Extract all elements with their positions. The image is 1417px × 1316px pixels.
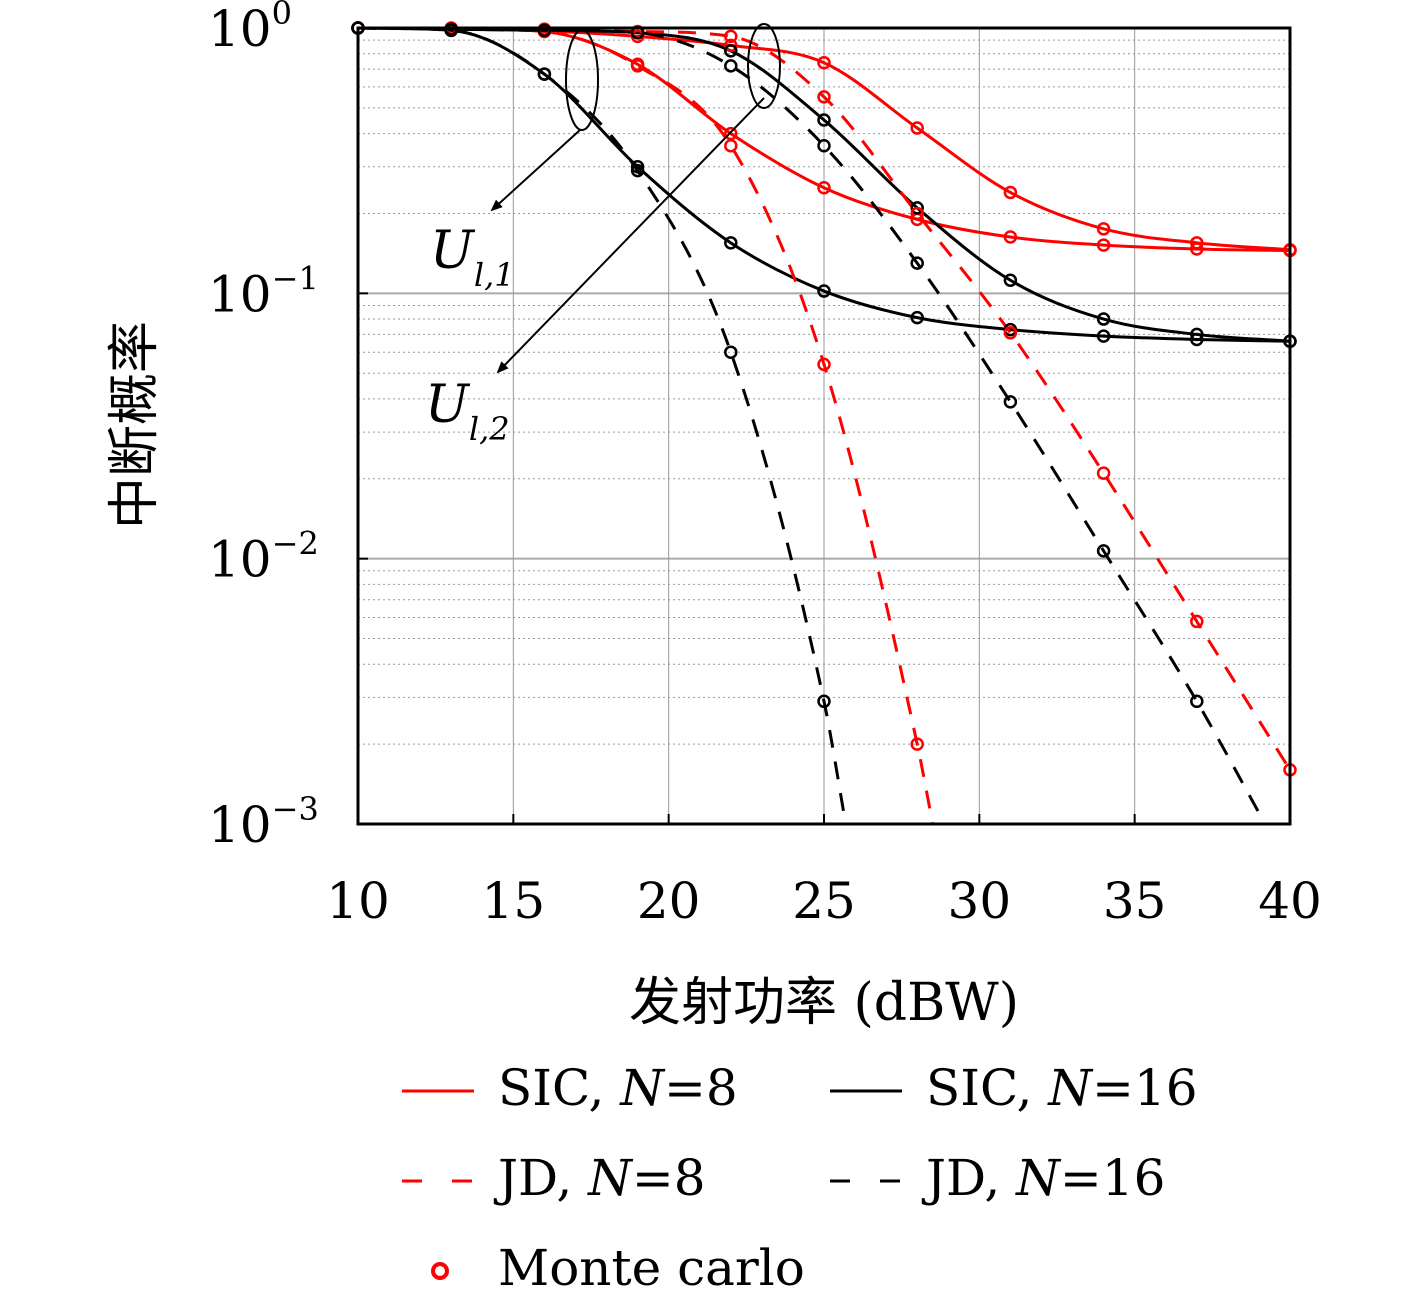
monte-carlo-point [817, 694, 831, 709]
grid-lines [358, 28, 1290, 824]
monte-carlo-point [817, 55, 831, 70]
monte-carlo-point [910, 201, 924, 215]
monte-carlo-point [1190, 327, 1204, 342]
legend-marker [431, 1262, 449, 1280]
monte-carlo-point [724, 29, 738, 44]
y-tick-label: 10−2 [208, 525, 319, 589]
monte-carlo-point [537, 23, 552, 38]
monte-carlo-point [1190, 694, 1204, 709]
monte-carlo-point [1190, 332, 1204, 347]
monte-carlo-point [630, 163, 645, 178]
legend: SIC, N=8 SIC, N=16 JD, N=8 JD, N=16 Monte ca… [402, 1059, 1198, 1297]
legend-label: SIC, N=16 [926, 1059, 1198, 1117]
monte-carlo-point [910, 121, 924, 135]
monte-carlo-point [724, 38, 738, 53]
monte-carlo-point [724, 236, 738, 250]
monte-carlo-point [1003, 230, 1018, 244]
monte-carlo-point [1096, 329, 1111, 343]
y-tick-label: 10−3 [208, 790, 319, 854]
monte-carlo-point [444, 23, 458, 38]
x-tick-label: 15 [482, 872, 546, 930]
axis-ticks: 10 15 20 25 30 35 40 100 10−1 10−2 10−3 [208, 0, 1322, 930]
monte-carlo-point [724, 44, 738, 58]
monte-carlo-point [724, 345, 738, 359]
x-tick-label: 40 [1258, 872, 1322, 930]
x-tick-label: 30 [948, 872, 1012, 930]
series-line-7 [357, 26, 848, 825]
monte-carlo-point [817, 113, 831, 127]
monte-carlo-point [1003, 395, 1018, 409]
monte-carlo-point [1190, 236, 1204, 250]
monte-carlo-point [817, 284, 831, 298]
monte-carlo-point [1096, 312, 1111, 326]
monte-carlo-point [630, 59, 645, 73]
legend-item: JD, N=16 [830, 1149, 1165, 1207]
x-tick-label: 10 [326, 872, 390, 930]
annotation-arrow-2 [496, 97, 765, 374]
monte-carlo-point [817, 138, 831, 153]
monte-carlo-point [1096, 544, 1111, 558]
monte-carlo-point [817, 180, 831, 195]
legend-item: JD, N=8 [402, 1149, 706, 1207]
x-axis-label: 发射功率 (dBW) [629, 973, 1019, 1033]
legend-label: JD, N=16 [921, 1149, 1165, 1207]
monte-carlo-point [1003, 185, 1018, 200]
annotation-label-2: Ul,2 [425, 375, 510, 448]
x-tick-label: 35 [1103, 872, 1167, 930]
monte-carlo-point [910, 737, 924, 751]
monte-carlo-point [910, 310, 924, 325]
legend-item: Monte carlo [431, 1239, 805, 1297]
monte-carlo-point [817, 357, 831, 372]
legend-label: JD, N=8 [493, 1149, 706, 1207]
monte-carlo-point [1096, 238, 1111, 252]
annotation-ellipse-2 [747, 23, 781, 109]
y-axis-label: 中断概率 [105, 321, 165, 529]
legend-label: SIC, N=8 [498, 1059, 738, 1117]
annotation-ellipse-1 [565, 29, 599, 131]
legend-label: Monte carlo [498, 1239, 805, 1297]
legend-item: SIC, N=8 [402, 1059, 738, 1117]
monte-carlo-point [1003, 326, 1018, 340]
monte-carlo-point [910, 256, 924, 270]
x-tick-label: 25 [792, 872, 856, 930]
monte-carlo-point [910, 206, 924, 221]
monte-carlo-point [1096, 466, 1111, 480]
legend-item: SIC, N=16 [830, 1059, 1198, 1117]
monte-carlo-point [1190, 614, 1204, 629]
monte-carlo-point [724, 138, 738, 153]
y-tick-label: 100 [208, 0, 292, 58]
monte-carlo-point [817, 90, 831, 104]
monte-carlo-point [1190, 242, 1204, 256]
annotation-label-1: Ul,1 [430, 221, 515, 294]
series-line-6 [357, 26, 1267, 825]
monte-carlo-point [1003, 273, 1018, 288]
annotations: Ul,1 Ul,2 [425, 23, 781, 448]
annotation-arrow-1 [490, 129, 581, 212]
monte-carlo-point [724, 59, 738, 73]
y-tick-label: 10−1 [208, 259, 319, 323]
monte-carlo-point [537, 67, 552, 81]
x-tick-label: 20 [637, 872, 701, 930]
monte-carlo-point [1096, 222, 1111, 236]
